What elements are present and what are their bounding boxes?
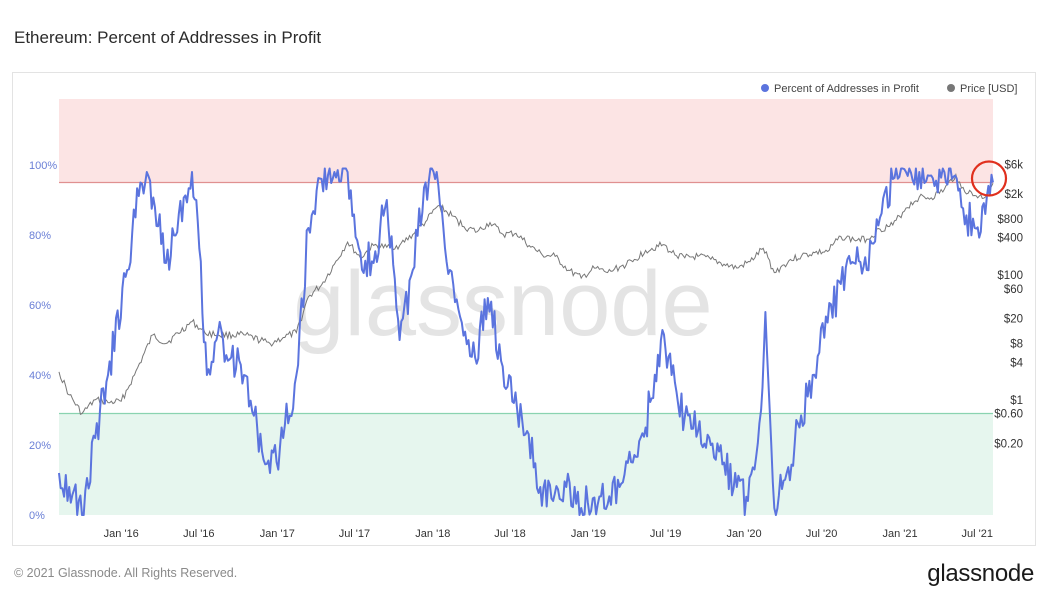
y-right-tick: $2k [1004,189,1023,201]
y-left-tick: 60% [29,300,51,312]
y-right-tick: $8 [1010,339,1023,351]
x-tick: Jul '17 [339,528,370,540]
chart-title: Ethereum: Percent of Addresses in Profit [14,28,322,47]
watermark: glassnode [293,253,712,355]
series-line-profit [58,167,994,516]
zone-low [59,413,993,515]
x-tick: Jul '21 [962,528,993,540]
copyright-text: © 2021 Glassnode. All Rights Reserved. [14,566,238,580]
x-tick: Jan '18 [415,528,450,540]
y-left-tick: 20% [29,440,51,452]
y-left-tick: 40% [29,370,51,382]
legend-swatch [761,84,769,92]
x-tick: Jan '21 [882,528,917,540]
x-tick: Jan '16 [104,528,139,540]
x-tick: Jan '17 [260,528,295,540]
y-right-tick: $20 [1004,314,1023,326]
y-right-tick: $1 [1010,395,1023,407]
y-right-tick: $100 [997,270,1023,282]
x-tick: Jul '18 [494,528,525,540]
x-tick: Jan '19 [571,528,606,540]
y-left-tick: 80% [29,230,51,242]
y-right-tick: $0.60 [994,409,1023,421]
y-right-tick: $400 [997,233,1023,245]
brand-logo: glassnode [927,560,1034,587]
y-right-tick: $4 [1010,357,1023,369]
y-right-tick: $6k [1004,159,1023,171]
x-tick: Jul '20 [806,528,837,540]
y-right-tick: $0.20 [994,438,1023,450]
series-line-price [58,172,994,416]
y-right-tick: $60 [1004,284,1023,296]
x-tick: Jan '20 [726,528,761,540]
y-left-tick: 100% [29,160,57,172]
y-right-tick: $800 [997,214,1023,226]
x-tick: Jul '19 [650,528,681,540]
chart-svg: glassnode 0% 20% 40% 60% 80% 100% $0.20 $0.60 $… [29,83,1024,540]
chart-frame: glassnode 0% 20% 40% 60% 80% 100% $0.20 $0.60 $… [12,72,1036,546]
zone-high [59,99,993,183]
x-tick: Jul '16 [183,528,214,540]
legend-label: Percent of Addresses in Profit [774,83,919,95]
y-left-tick: 0% [29,510,45,522]
legend-swatch [947,84,955,92]
highlight-circle [970,160,1008,197]
legend-label: Price [USD] [960,83,1017,95]
